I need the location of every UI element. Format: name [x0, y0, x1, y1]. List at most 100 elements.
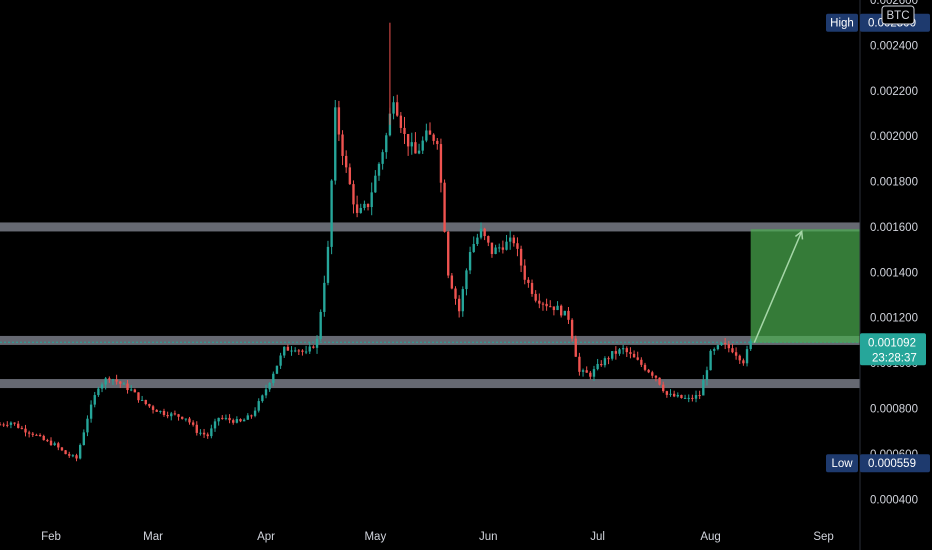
candle-body	[381, 152, 384, 164]
low-label: Low	[831, 458, 853, 470]
candle-body	[97, 388, 100, 396]
candle-body	[239, 419, 242, 422]
candle-body	[578, 356, 581, 372]
candle-body	[479, 228, 483, 238]
candle-body	[658, 377, 661, 385]
candle-body	[60, 447, 64, 451]
x-tick-label: Jun	[479, 531, 498, 543]
candle-body	[406, 134, 410, 147]
candle-body	[162, 410, 166, 415]
candle-body	[552, 306, 556, 311]
high-label-badge	[826, 13, 858, 32]
candle-body	[9, 422, 13, 425]
candle-body	[727, 344, 730, 349]
candle-body	[290, 350, 293, 352]
candle-body	[425, 130, 428, 141]
candle-body	[13, 422, 16, 424]
candle-body	[439, 144, 443, 183]
candle-body	[505, 241, 508, 250]
candle-body	[341, 134, 344, 156]
candle-body	[133, 389, 137, 393]
candle-body	[508, 237, 512, 242]
candle-body	[213, 421, 217, 429]
candle-body	[749, 340, 752, 350]
candle-body	[315, 338, 319, 348]
candle-body	[636, 357, 639, 360]
low-label-badge	[826, 454, 858, 473]
candle-body	[720, 342, 723, 346]
candle-body	[428, 130, 432, 135]
candle-body	[574, 338, 577, 357]
candle-body	[130, 389, 133, 391]
y-tick-label: 0.001400	[870, 267, 918, 279]
candle-body	[621, 348, 625, 350]
candle-body	[702, 380, 705, 396]
candle-body	[253, 410, 257, 416]
candle-body	[2, 424, 5, 426]
candle-body	[46, 440, 49, 442]
candle-body	[246, 415, 249, 420]
last-price-badge	[860, 333, 926, 366]
candle-body	[173, 413, 177, 415]
candle-body	[385, 135, 388, 153]
candle-body	[705, 370, 709, 381]
candle-body	[731, 348, 734, 353]
candle-body	[476, 237, 479, 244]
candle-body	[323, 282, 326, 312]
candle-body	[191, 422, 195, 425]
candle-body	[472, 243, 475, 252]
candles-layer	[0, 22, 752, 462]
candle-body	[709, 350, 712, 371]
candle-body	[691, 397, 694, 399]
currency-label: BTC	[887, 10, 910, 22]
candle-body	[57, 443, 60, 448]
candle-body	[541, 303, 545, 305]
candle-body	[82, 432, 85, 446]
candle-body	[687, 397, 690, 399]
candle-body	[436, 140, 439, 145]
candle-body	[345, 155, 348, 168]
candle-body	[560, 305, 563, 316]
candle-body	[625, 348, 628, 353]
candle-body	[184, 418, 188, 420]
time-axis[interactable]: Feb Mar Apr May Jun Jul Aug Sep	[41, 531, 834, 543]
candle-body	[17, 423, 20, 428]
candle-body	[111, 379, 115, 381]
candle-body	[738, 355, 741, 361]
candle-body	[589, 372, 592, 377]
candle-body	[286, 346, 290, 351]
candle-body	[498, 247, 501, 249]
zone-support	[0, 379, 860, 389]
candle-body	[647, 369, 650, 373]
candle-body	[417, 150, 421, 154]
candle-body	[86, 418, 89, 433]
candle-body	[694, 395, 698, 399]
candle-body	[596, 363, 599, 370]
candle-body	[293, 350, 297, 352]
candle-body	[53, 443, 56, 446]
candle-body	[6, 424, 9, 426]
x-tick-label: Jul	[590, 531, 605, 543]
candle-body	[115, 379, 118, 382]
candle-body	[35, 434, 38, 436]
candle-body	[581, 370, 585, 372]
badges-layer: High0.002500Low0.0005590.00109223:28:37B…	[826, 5, 930, 473]
candle-body	[137, 392, 140, 401]
candle-body	[396, 102, 399, 116]
candle-body	[374, 175, 377, 193]
candle-body	[534, 293, 537, 301]
candle-body	[403, 127, 406, 135]
x-tick-label: May	[364, 531, 386, 543]
candle-body	[71, 455, 75, 457]
candle-body	[330, 180, 333, 247]
candle-body	[348, 167, 352, 185]
candle-body	[104, 378, 107, 385]
candle-body	[119, 381, 122, 384]
candle-body	[352, 184, 355, 205]
candle-body	[392, 102, 395, 114]
candle-body	[494, 247, 497, 254]
candle-body	[140, 399, 144, 401]
candle-body	[450, 275, 454, 289]
y-tick-label: 0.001800	[870, 177, 918, 189]
